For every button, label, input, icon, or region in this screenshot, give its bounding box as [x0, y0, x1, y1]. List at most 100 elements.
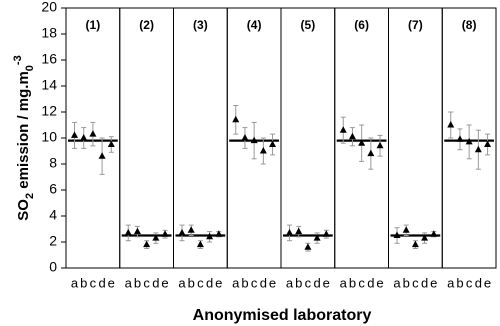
point [411, 240, 419, 248]
x-axis-label: Anonymised laboratory [193, 307, 372, 324]
y-tick-label: 16 [41, 51, 57, 67]
point [259, 147, 267, 154]
x-tick-label: e [484, 275, 491, 290]
point [89, 130, 97, 137]
point [393, 231, 401, 238]
point [206, 232, 214, 240]
y-tick-label: 2 [49, 233, 57, 249]
y-tick-label: 14 [41, 77, 57, 93]
point [322, 230, 330, 237]
point [348, 132, 356, 140]
x-tick-label: d [367, 275, 374, 290]
x-tick-label: b [80, 275, 87, 290]
x-tick-label: c [90, 275, 97, 290]
x-tick-label: c [251, 275, 258, 290]
point [447, 121, 455, 128]
point [232, 115, 240, 123]
x-tick-label: a [71, 275, 79, 290]
x-tick-label: a [393, 275, 401, 290]
point [304, 243, 312, 250]
x-tick-label: d [98, 275, 105, 290]
y-tick-label: 0 [49, 259, 57, 275]
panel-frame [441, 7, 497, 269]
point [339, 126, 347, 133]
point [376, 141, 384, 149]
x-tick-label: d [260, 275, 267, 290]
y-axis-label-part: SO [15, 199, 32, 221]
x-tick-label: b [295, 275, 302, 290]
y-tick-label: 6 [49, 181, 57, 197]
y-tick-label: 10 [41, 129, 57, 145]
point [80, 134, 88, 141]
point [107, 140, 115, 147]
point [358, 139, 366, 146]
x-tick-label: d [475, 275, 482, 290]
point [465, 137, 473, 145]
point [187, 226, 195, 233]
x-tick-label: a [286, 275, 294, 290]
x-tick-label: e [161, 275, 168, 290]
y-axis-label: SO2 emission / mg.m0-3 [12, 55, 36, 220]
x-tick-label: e [108, 275, 115, 290]
point [124, 228, 132, 236]
x-tick-label: b [403, 275, 410, 290]
point [295, 227, 303, 235]
point [456, 135, 464, 142]
point [178, 228, 186, 236]
x-tick-label: c [143, 275, 150, 290]
panel-label: (8) [462, 18, 477, 32]
x-tick-label: e [323, 275, 330, 290]
point [98, 152, 106, 159]
point [71, 131, 78, 138]
point [402, 226, 410, 233]
x-tick-label: b [134, 275, 141, 290]
panel-label: (6) [354, 18, 369, 32]
x-tick-label: b [349, 275, 356, 290]
panel-label: (2) [139, 18, 154, 32]
y-axis-label-part: emission / mg.m [15, 71, 32, 193]
point [286, 228, 293, 236]
y-tick-label: 8 [49, 155, 57, 171]
x-tick-label: d [152, 275, 159, 290]
x-tick-label: e [215, 275, 222, 290]
point [215, 230, 223, 237]
point [430, 230, 438, 237]
y-tick-label: 20 [41, 0, 57, 15]
x-tick-label: d [421, 275, 428, 290]
point [161, 230, 169, 237]
x-tick-label: e [376, 275, 383, 290]
y-tick-label: 12 [41, 103, 57, 119]
x-tick-label: c [466, 275, 473, 290]
point [269, 140, 277, 147]
y-axis-label-part: 0 [24, 65, 36, 71]
point [484, 140, 492, 147]
point [241, 134, 249, 141]
y-tick-label: 18 [41, 25, 57, 41]
point [250, 136, 258, 144]
point [152, 234, 160, 241]
x-tick-label: c [412, 275, 419, 290]
x-tick-label: b [241, 275, 248, 290]
panel-label: (7) [408, 18, 423, 32]
x-tick-label: c [197, 275, 204, 290]
x-tick-label: a [178, 275, 186, 290]
x-tick-label: b [456, 275, 463, 290]
point [133, 227, 141, 235]
x-tick-label: b [188, 275, 195, 290]
panel-label: (5) [301, 18, 316, 32]
y-axis-label-part: -3 [12, 55, 24, 65]
x-tick-label: e [430, 275, 437, 290]
point [474, 145, 482, 153]
point [143, 240, 151, 248]
x-tick-label: d [313, 275, 320, 290]
panel-label: (4) [247, 18, 262, 32]
x-tick-label: e [269, 275, 276, 290]
x-tick-label: a [232, 275, 240, 290]
x-tick-label: a [125, 275, 133, 290]
panel-label: (1) [86, 18, 101, 32]
y-axis-label-part: 2 [24, 193, 36, 199]
point [421, 234, 429, 241]
x-tick-label: c [358, 275, 365, 290]
point [367, 149, 375, 157]
